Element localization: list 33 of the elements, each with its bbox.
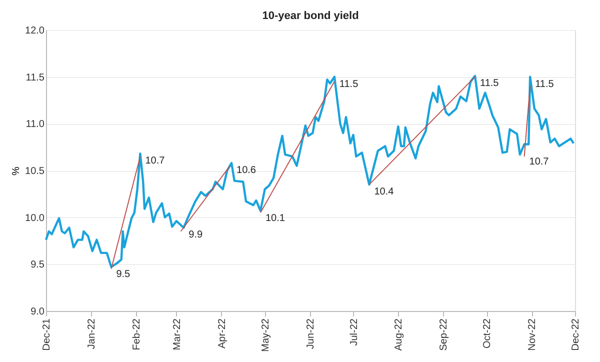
x-tick-label: Mar-22	[172, 318, 183, 350]
annotation: 9.9	[188, 230, 204, 241]
line-series	[44, 74, 575, 268]
x-tick-label: Oct-22	[482, 318, 494, 349]
x-tick-label: Sep-22	[438, 318, 450, 351]
y-tick-label: 12.0	[25, 26, 45, 36]
y-tick-label: 10.5	[25, 166, 45, 177]
annotation: 11.5	[535, 78, 554, 90]
y-tick-label: 11.5	[26, 72, 45, 84]
y-tick-label: 10.0	[25, 212, 45, 224]
y-tick-label: 9.5	[30, 260, 45, 271]
annotation: 10.1	[266, 212, 286, 224]
y-tick-label: 11.0	[26, 119, 45, 130]
x-tick-label: Aug-22	[394, 318, 405, 351]
x-tick-label: Feb-22	[131, 318, 142, 350]
annotation: 11.5	[480, 78, 500, 89]
annotation: 9.5	[116, 268, 131, 280]
y-tick-label: 9.0	[30, 306, 45, 318]
x-tick-label: Jan-22	[86, 318, 98, 350]
x-tick-label: Jun-22	[305, 318, 316, 350]
x-tick-label: May-22	[260, 318, 272, 352]
x-tick-label: Jul-22	[348, 318, 360, 346]
chart-title: 10-year bond yield	[262, 10, 359, 22]
x-tick-label: Apr-22	[216, 318, 228, 349]
annotation: 10.7	[145, 156, 166, 167]
annotation: 10.7	[529, 156, 550, 168]
annotation: 11.5	[339, 78, 359, 90]
y-axis-title: %	[11, 166, 22, 176]
x-tick-label: Nov-22	[527, 318, 538, 351]
x-tick-label: Dec-22	[570, 318, 582, 351]
annotation: 10.6	[236, 165, 256, 176]
annotation: 10.4	[374, 186, 394, 198]
x-tick-label: Dec-21	[42, 318, 52, 351]
